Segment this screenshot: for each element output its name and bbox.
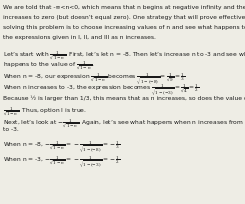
Text: When n increases to -3, the expression becomes $\frac{1}{\sqrt{1-(-3)}} = \frac{: When n increases to -3, the expression b… (3, 83, 200, 98)
Text: Because ½ is larger than 1/3, this means that as n increases, so does the value : Because ½ is larger than 1/3, this means… (3, 95, 245, 100)
Text: When n = -3, $-\frac{1}{\sqrt{1-n}} = -\frac{1}{\sqrt{1-(-3)}} = -\frac{1}{2}$: When n = -3, $-\frac{1}{\sqrt{1-n}} = -\… (3, 154, 120, 169)
Text: Let’s start with $\frac{1}{\sqrt{1-n}}$. First, let’s let n = -8. Then let’s inc: Let’s start with $\frac{1}{\sqrt{1-n}}$.… (3, 49, 245, 62)
Text: increases to zero (but doesn’t equal zero). One strategy that will prove effecti: increases to zero (but doesn’t equal zer… (3, 15, 245, 20)
Text: When n = -8, $-\frac{1}{\sqrt{1-n}} = -\frac{1}{\sqrt{1-(-8)}} = -\frac{1}{3}$: When n = -8, $-\frac{1}{\sqrt{1-n}} = -\… (3, 139, 120, 154)
Text: to -3.: to -3. (3, 126, 19, 131)
Text: happens to the value of $\frac{1}{\sqrt{1-n}}$.: happens to the value of $\frac{1}{\sqrt{… (3, 59, 95, 71)
Text: When n = -8, our expression $\frac{1}{\sqrt{1-n}}$ becomes $\frac{1}{\sqrt{1-(-8: When n = -8, our expression $\frac{1}{\s… (3, 71, 185, 86)
Text: We are told that -∞<n<0, which means that n begins at negative infinity and then: We are told that -∞<n<0, which means tha… (3, 5, 245, 10)
Text: Next, let’s look at $-\frac{1}{\sqrt{1-n}}$. Again, let’s see what happens when : Next, let’s look at $-\frac{1}{\sqrt{1-n… (3, 116, 245, 129)
Text: solving this problem is to choose increasing values of n and see what happens to: solving this problem is to choose increa… (3, 25, 245, 30)
Text: $\frac{1}{\sqrt{1-n}}$. Thus, option I is true.: $\frac{1}{\sqrt{1-n}}$. Thus, option I i… (3, 105, 87, 117)
Text: the expressions given in I, II, and III as n increases.: the expressions given in I, II, and III … (3, 34, 156, 39)
